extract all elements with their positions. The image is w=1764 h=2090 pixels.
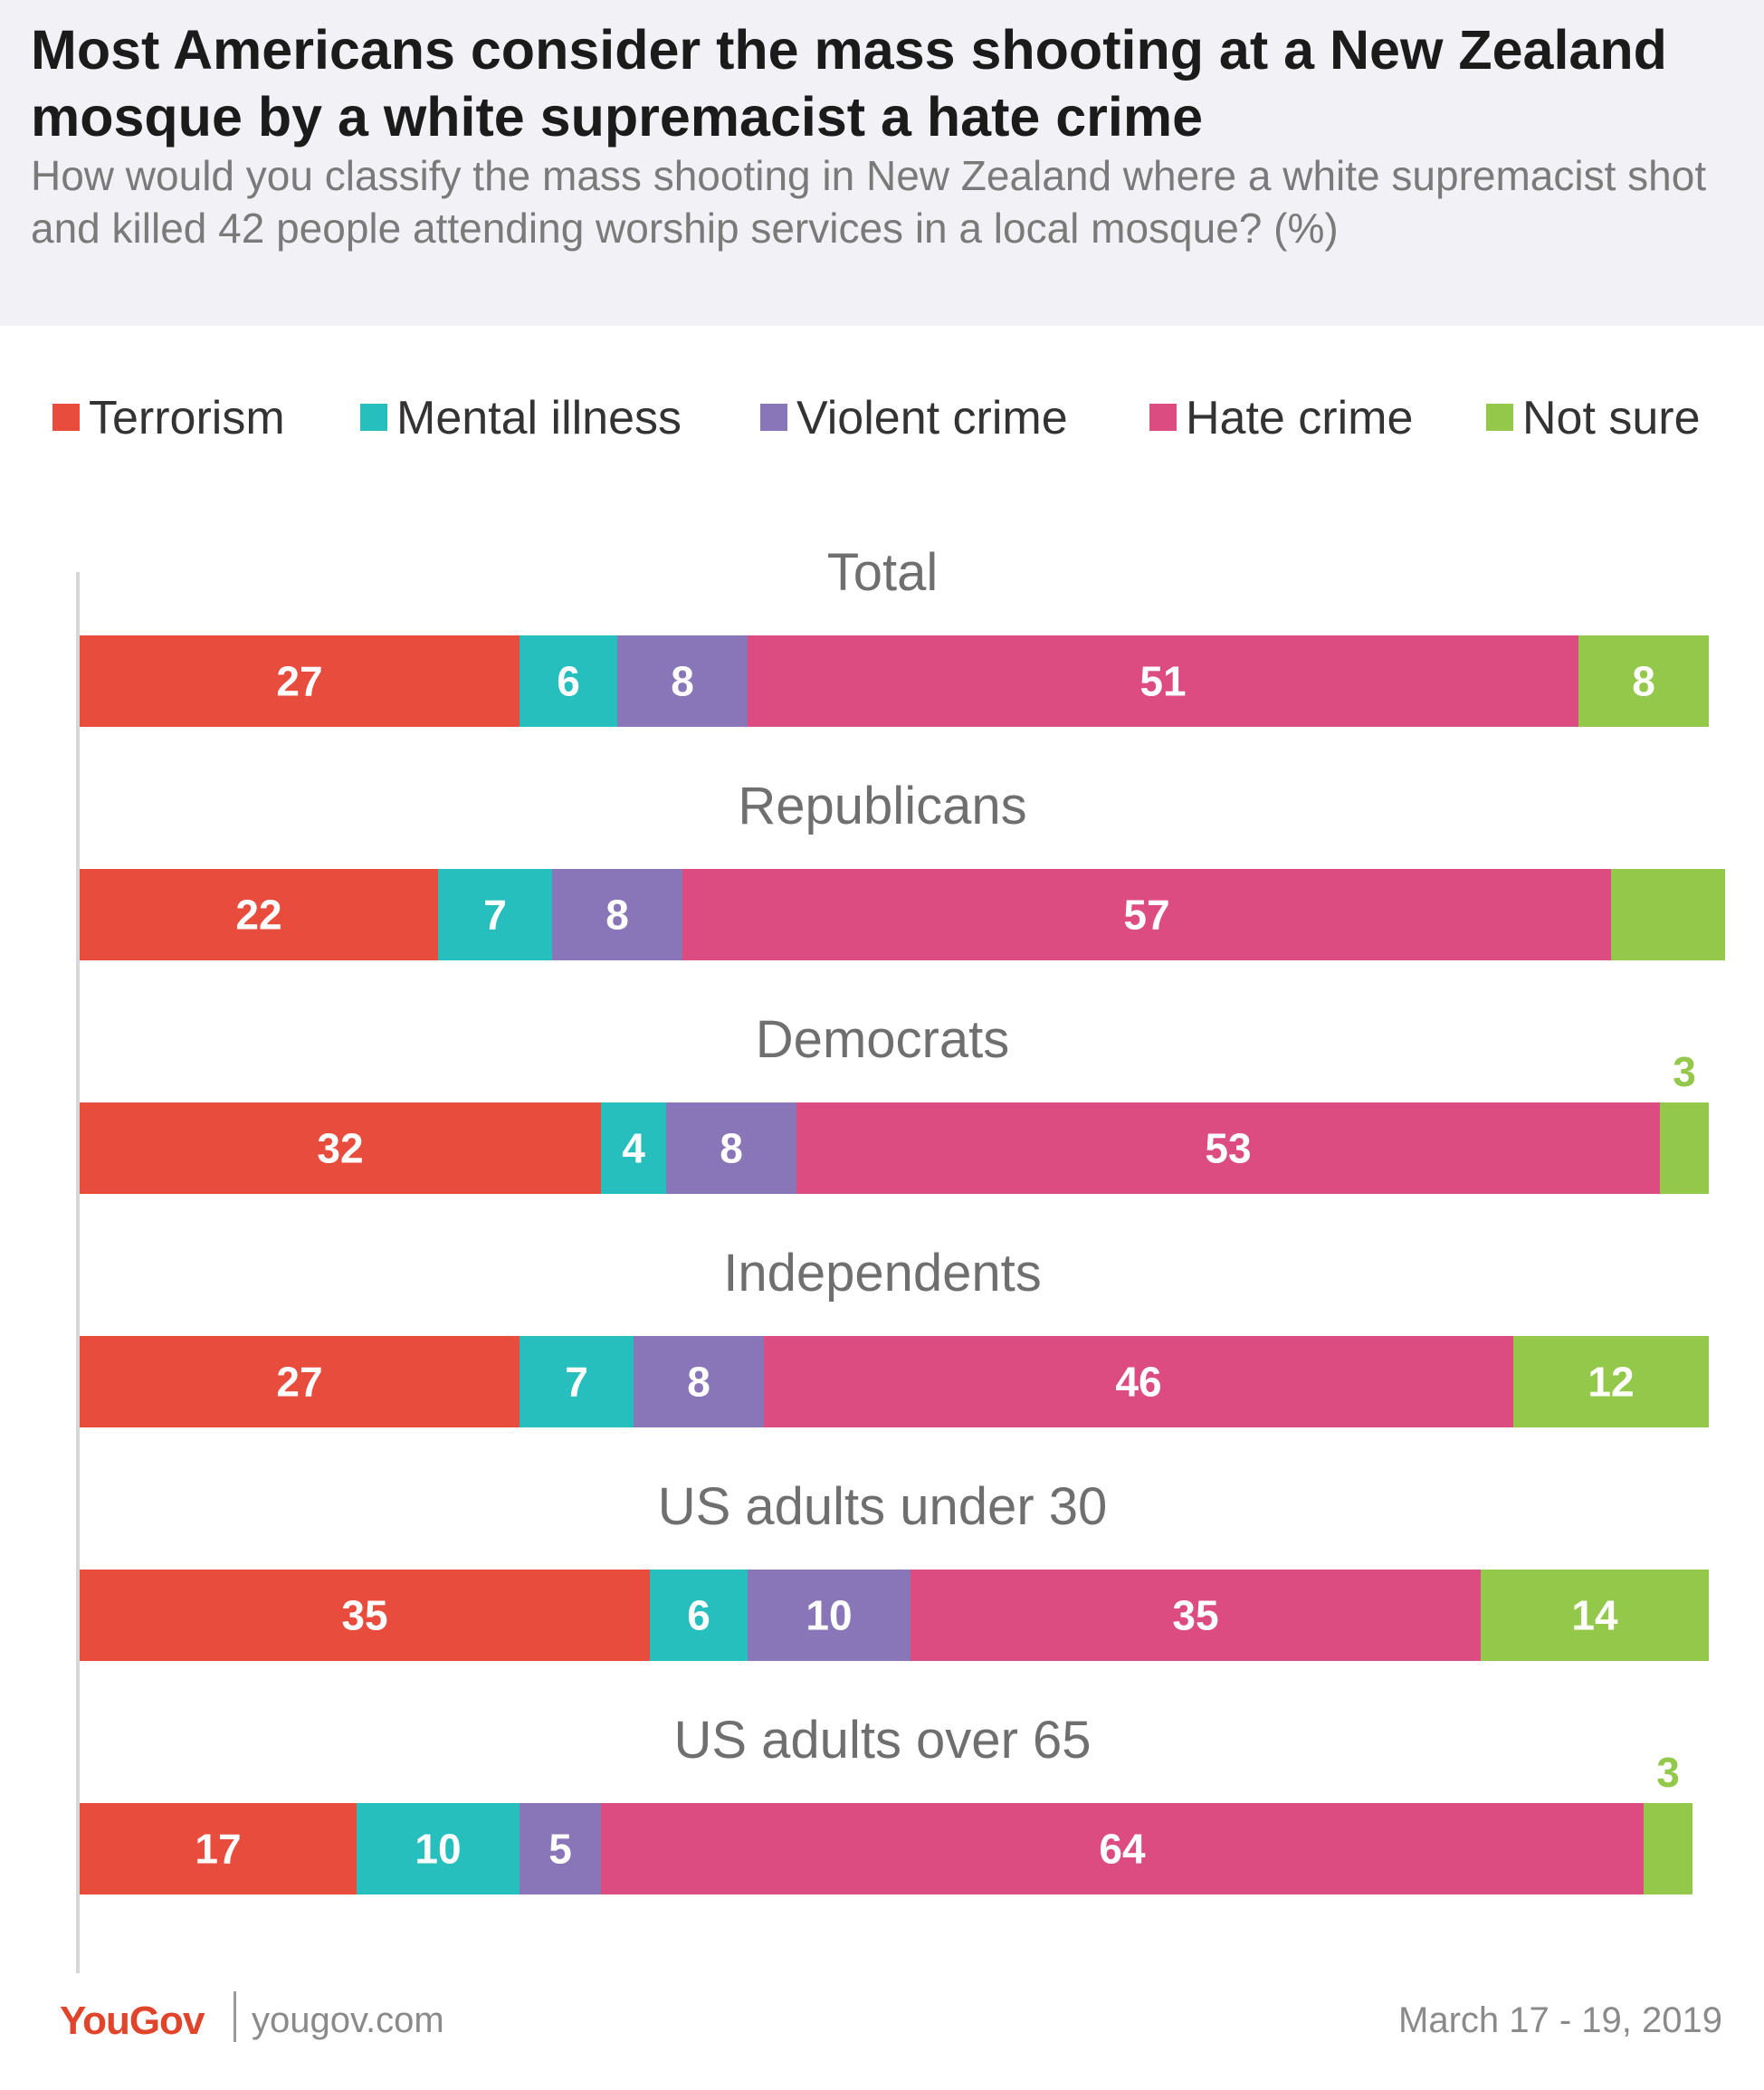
bar-total-hate-crime — [748, 635, 1578, 727]
bar-us-adults-over-65-hate-crime — [601, 1803, 1644, 1894]
chart-subtitle: How would you classify the mass shooting… — [31, 152, 1707, 252]
data-label-total-mental-illness: 6 — [557, 658, 580, 705]
data-label-total-terrorism: 27 — [276, 658, 322, 705]
legend-item-not-sure: Not sure — [1486, 391, 1701, 445]
bar-us-adults-over-65-not-sure — [1644, 1803, 1692, 1894]
data-label-us-adults-under-30-hate-crime: 35 — [1172, 1592, 1218, 1639]
bar-us-adults-over-65-mental-illness — [357, 1803, 520, 1894]
bar-us-adults-under-30-terrorism — [80, 1570, 650, 1661]
category-label-us-adults-under-30: US adults under 30 — [658, 1477, 1108, 1536]
y-axis-line — [76, 572, 80, 1973]
bar-us-adults-under-30-hate-crime — [911, 1570, 1481, 1661]
data-label-republicans-hate-crime: 57 — [1123, 892, 1169, 939]
data-label-democrats-hate-crime: 53 — [1205, 1125, 1251, 1172]
data-label-democrats-not-sure: 3 — [1673, 1048, 1696, 1095]
legend-item-mental-illness: Mental illness — [360, 391, 682, 445]
bar-independents-not-sure — [1513, 1336, 1709, 1427]
bar-democrats-not-sure — [1660, 1102, 1709, 1194]
data-label-republicans-terrorism: 22 — [235, 892, 281, 939]
category-label-democrats: Democrats — [756, 1010, 1009, 1069]
category-label-us-adults-over-65: US adults over 65 — [673, 1711, 1091, 1770]
legend-label-terrorism: Terrorism — [89, 392, 285, 444]
bar-democrats-violent-crime — [666, 1102, 796, 1194]
data-label-total-violent-crime: 8 — [671, 658, 694, 705]
category-label-total: Total — [827, 543, 939, 602]
bar-democrats-terrorism — [80, 1102, 601, 1194]
legend-swatch-violent-crime — [760, 404, 787, 432]
legend-item-violent-crime: Violent crime — [760, 391, 1068, 445]
data-label-democrats-mental-illness: 4 — [622, 1125, 645, 1172]
bar-democrats-hate-crime — [796, 1102, 1660, 1194]
data-label-us-adults-under-30-terrorism: 35 — [341, 1592, 387, 1639]
legend-swatch-hate-crime — [1149, 404, 1177, 432]
bar-us-adults-under-30-mental-illness — [650, 1570, 748, 1661]
legend-swatch-not-sure — [1486, 404, 1513, 432]
data-label-republicans-violent-crime: 8 — [605, 892, 629, 939]
bar-us-adults-under-30-violent-crime — [748, 1570, 911, 1661]
header-panel: Most Americans consider the mass shootin… — [0, 0, 1764, 326]
footer-divider — [234, 1991, 236, 2042]
bar-independents-mental-illness — [520, 1336, 634, 1427]
data-label-democrats-violent-crime: 8 — [720, 1125, 743, 1172]
legend: Terrorism Mental illness Violent crime H… — [52, 391, 1754, 445]
legend-label-not-sure: Not sure — [1522, 392, 1701, 444]
data-label-us-adults-over-65-violent-crime: 5 — [548, 1826, 572, 1873]
data-label-us-adults-over-65-hate-crime: 64 — [1099, 1826, 1146, 1873]
chart-title: Most Americans consider the mass shootin… — [31, 19, 1667, 148]
bar-total-violent-crime — [617, 635, 748, 727]
bar-republicans-terrorism — [80, 869, 438, 960]
bar-total-not-sure — [1578, 635, 1709, 727]
data-label-total-hate-crime: 51 — [1139, 658, 1186, 705]
data-label-independents-terrorism: 27 — [276, 1359, 322, 1406]
data-label-independents-hate-crime: 46 — [1115, 1359, 1161, 1406]
legend-swatch-terrorism — [52, 404, 80, 432]
data-label-us-adults-over-65-not-sure: 3 — [1656, 1749, 1680, 1796]
yougov-logo: YouGov — [60, 1999, 205, 2043]
legend-label-hate-crime: Hate crime — [1186, 392, 1414, 444]
footer-url: yougov.com — [252, 2000, 444, 2040]
data-label-republicans-mental-illness: 7 — [483, 892, 507, 939]
bar-us-adults-under-30-not-sure — [1481, 1570, 1709, 1661]
bar-us-adults-over-65-violent-crime — [520, 1803, 601, 1894]
bar-republicans-not-sure — [1611, 869, 1725, 960]
bar-independents-terrorism — [80, 1336, 520, 1427]
data-label-independents-violent-crime: 8 — [687, 1359, 710, 1406]
survey-date: March 17 - 19, 2019 — [1398, 2000, 1722, 2040]
data-label-us-adults-under-30-mental-illness: 6 — [687, 1592, 710, 1639]
legend-item-terrorism: Terrorism — [52, 391, 285, 445]
data-label-democrats-terrorism: 32 — [317, 1125, 363, 1172]
legend-label-mental-illness: Mental illness — [396, 392, 682, 444]
data-label-independents-mental-illness: 7 — [565, 1359, 588, 1406]
category-label-independents: Independents — [723, 1244, 1042, 1303]
bar-republicans-hate-crime — [682, 869, 1611, 960]
legend-swatch-mental-illness — [360, 404, 387, 432]
data-label-total-not-sure: 8 — [1632, 658, 1655, 705]
data-label-us-adults-over-65-mental-illness: 10 — [415, 1826, 461, 1873]
data-label-us-adults-over-65-terrorism: 17 — [195, 1826, 241, 1873]
bar-republicans-mental-illness — [438, 869, 552, 960]
bar-total-mental-illness — [520, 635, 617, 727]
data-label-us-adults-under-30-not-sure: 14 — [1571, 1592, 1618, 1639]
data-label-us-adults-under-30-violent-crime: 10 — [806, 1592, 852, 1639]
data-label-independents-not-sure: 12 — [1588, 1359, 1634, 1406]
bar-total-terrorism — [80, 635, 520, 727]
category-label-republicans: Republicans — [738, 777, 1026, 835]
bar-democrats-mental-illness — [601, 1102, 666, 1194]
legend-item-hate-crime: Hate crime — [1149, 391, 1413, 445]
bar-independents-violent-crime — [634, 1336, 764, 1427]
legend-label-violent-crime: Violent crime — [796, 392, 1068, 444]
bar-republicans-violent-crime — [552, 869, 682, 960]
bar-independents-hate-crime — [764, 1336, 1513, 1427]
bar-us-adults-over-65-terrorism — [80, 1803, 357, 1894]
